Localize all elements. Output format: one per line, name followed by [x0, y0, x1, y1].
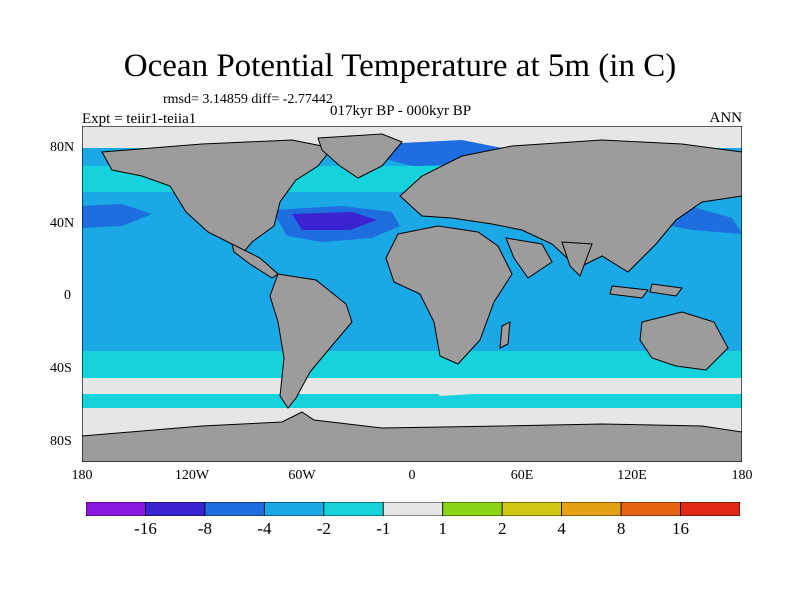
- colorbar-label: -4: [257, 519, 272, 538]
- southern-light-band: [82, 378, 742, 394]
- south-atlantic-light-patch: [432, 382, 474, 396]
- arabia: [505, 237, 553, 279]
- eurasia: [399, 139, 742, 273]
- colorbar-label: 16: [672, 519, 689, 538]
- colorbar-swatch: [382, 502, 444, 516]
- period-label: 017kyr BP - 000kyr BP: [330, 103, 472, 119]
- maritime-continent: [609, 283, 683, 299]
- x-tick-120e: 120E: [617, 468, 647, 483]
- antarctic-cyan-band: [82, 394, 742, 408]
- x-tick-180w: 180: [71, 468, 93, 483]
- colorbar-label: -2: [316, 519, 331, 538]
- y-tick-0: 0: [64, 288, 71, 303]
- central-america: [231, 243, 279, 279]
- colorbar-swatch: [561, 502, 622, 516]
- x-tick-60w: 60W: [288, 468, 316, 483]
- greenland: [317, 133, 403, 179]
- colorbar-swatch: [680, 502, 740, 516]
- madagascar: [499, 321, 511, 349]
- x-tick-0: 0: [408, 468, 416, 483]
- colorbar-label: 2: [497, 519, 507, 538]
- south-cyan-band: [82, 351, 742, 379]
- x-tick-60e: 60E: [510, 468, 534, 483]
- colorbar-label: -1: [376, 519, 391, 538]
- antarctica: [82, 411, 742, 462]
- stats-label: rmsd= 3.14859 diff= -2.77442: [163, 92, 333, 107]
- africa: [385, 225, 513, 365]
- south-america: [269, 273, 353, 409]
- y-tick-80s: 80S: [50, 434, 72, 449]
- colorbar-label: -16: [134, 519, 157, 538]
- season-label: ANN: [709, 110, 743, 126]
- india: [561, 241, 593, 277]
- north-america: [101, 139, 333, 255]
- x-tick-120w: 120W: [174, 468, 210, 483]
- map-plot: [82, 126, 742, 462]
- colorbar-swatch: [442, 502, 503, 516]
- land: [82, 133, 742, 462]
- colorbar-swatch: [145, 502, 206, 516]
- map-title: Ocean Potential Temperature at 5m (in C): [123, 48, 677, 84]
- colorbar-swatch: [323, 502, 384, 516]
- colorbar-swatch: [620, 502, 681, 516]
- australia: [639, 311, 729, 371]
- colorbar-swatch: [263, 502, 325, 516]
- y-tick-40n: 40N: [50, 216, 75, 231]
- colorbar-swatch: [501, 502, 563, 516]
- y-tick-40s: 40S: [50, 361, 72, 376]
- y-tick-80n: 80N: [50, 140, 75, 155]
- colorbar-swatch: [86, 502, 146, 516]
- west-pacific-cooling: [82, 204, 152, 228]
- x-tick-180e: 180: [731, 468, 753, 483]
- colorbar-label: 1: [438, 519, 447, 538]
- colorbar-label: -8: [197, 519, 212, 538]
- experiment-label: Expt = teiir1-teiia1: [82, 111, 197, 127]
- colorbar-label: 4: [557, 519, 566, 538]
- north-atlantic-strong-cooling: [292, 212, 377, 230]
- colorbar-swatch: [204, 502, 265, 516]
- colorbar: [86, 502, 740, 516]
- colorbar-label: 8: [616, 519, 626, 538]
